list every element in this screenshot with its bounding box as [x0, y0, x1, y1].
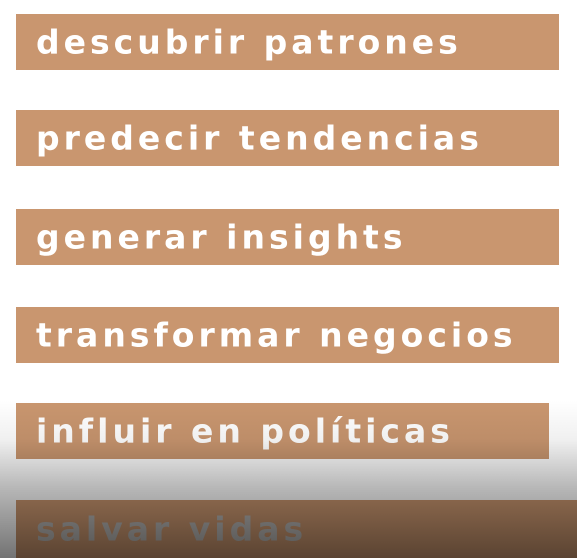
- phrase-bar-influir-en-politicas: influir en políticas: [16, 403, 549, 459]
- phrase-label: transformar negocios: [36, 315, 517, 355]
- phrase-label: generar insights: [36, 217, 407, 257]
- phrase-label: salvar vidas: [36, 509, 308, 549]
- phrase-label: influir en políticas: [36, 411, 454, 451]
- phrase-bar-predecir-tendencias: predecir tendencias: [16, 110, 559, 166]
- phrase-bar-transformar-negocios: transformar negocios: [16, 307, 559, 363]
- phrase-bar-salvar-vidas: salvar vidas: [16, 500, 577, 558]
- phrase-bar-descubrir-patrones: descubrir patrones: [16, 14, 559, 70]
- phrase-label: predecir tendencias: [36, 118, 483, 158]
- phrase-label: descubrir patrones: [36, 22, 462, 62]
- phrase-bar-generar-insights: generar insights: [16, 209, 559, 265]
